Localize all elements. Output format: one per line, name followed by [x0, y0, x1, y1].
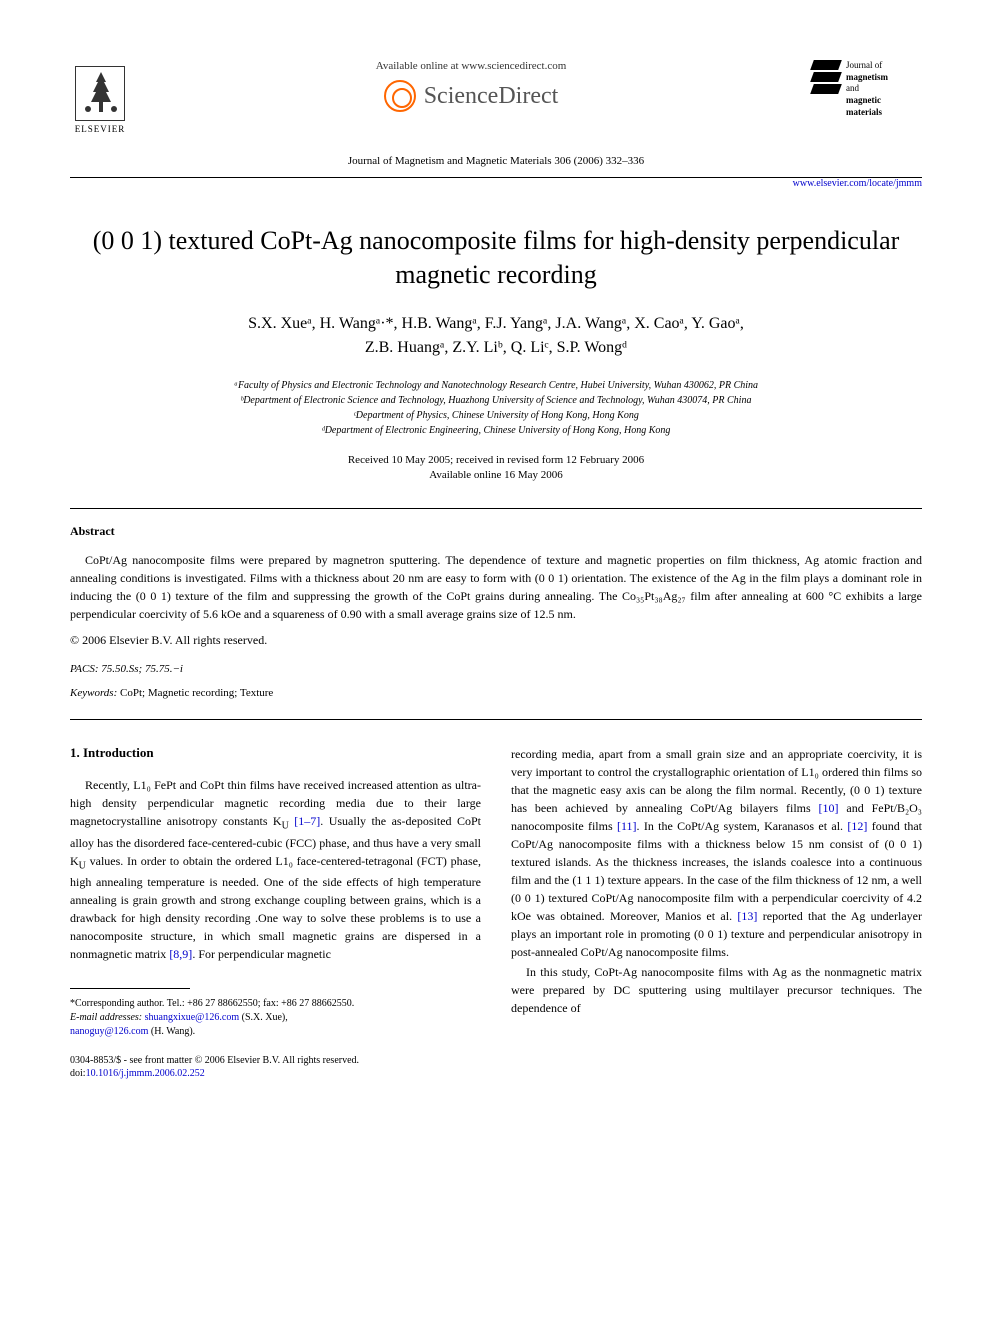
authors-line-1: S.X. Xueᵃ, H. Wangᵃ·*, H.B. Wangᵃ, F.J. …	[70, 312, 922, 336]
ref-link-8-9[interactable]: [8,9]	[169, 947, 192, 961]
abstract-divider-bottom	[70, 719, 922, 720]
bottom-info: 0304-8853/$ - see front matter © 2006 El…	[70, 1054, 481, 1080]
jmmm-icon: Journal of magnetism and magnetic materi…	[812, 60, 922, 118]
intro-paragraph-1: Recently, L1₀ FePt and CoPt thin films h…	[70, 776, 481, 963]
copyright-line: © 2006 Elsevier B.V. All rights reserved…	[70, 633, 922, 648]
email-2-line: nanoguy@126.com (H. Wang).	[70, 1025, 481, 1039]
elsevier-logo: ELSEVIER	[70, 60, 130, 140]
available-online-text: Available online at www.sciencedirect.co…	[130, 60, 812, 72]
email-addresses: E-mail addresses: shuangxixue@126.com (S…	[70, 1011, 481, 1025]
ref-link-1-7[interactable]: [1–7]	[289, 814, 320, 828]
jmmm-text: Journal of magnetism and magnetic materi…	[846, 60, 888, 118]
sciencedirect-icon	[384, 80, 416, 112]
center-header: Available online at www.sciencedirect.co…	[130, 60, 812, 112]
affiliation-a: ᵃFaculty of Physics and Electronic Techn…	[70, 378, 922, 393]
front-matter: 0304-8853/$ - see front matter © 2006 El…	[70, 1054, 481, 1067]
abstract-text: CoPt/Ag nanocomposite films were prepare…	[70, 551, 922, 623]
right-column: recording media, apart from a small grai…	[511, 745, 922, 1080]
header-row: ELSEVIER Available online at www.science…	[70, 60, 922, 140]
ref-link-11[interactable]: [11]	[617, 819, 637, 833]
sciencedirect-text: ScienceDirect	[424, 83, 559, 110]
email-1[interactable]: shuangxixue@126.com	[145, 1012, 239, 1023]
keywords-text: CoPt; Magnetic recording; Texture	[117, 687, 273, 699]
footnote: *Corresponding author. Tel.: +86 27 8866…	[70, 997, 481, 1039]
footnote-divider	[70, 988, 190, 989]
corresponding-author: *Corresponding author. Tel.: +86 27 8866…	[70, 997, 481, 1011]
email-2[interactable]: nanoguy@126.com	[70, 1026, 148, 1037]
main-content: 1. Introduction Recently, L1₀ FePt and C…	[70, 745, 922, 1080]
sciencedirect-logo: ScienceDirect	[130, 80, 812, 112]
received-date: Received 10 May 2005; received in revise…	[70, 453, 922, 468]
ref-link-10[interactable]: [10]	[819, 801, 839, 815]
left-column: 1. Introduction Recently, L1₀ FePt and C…	[70, 745, 481, 1080]
journal-link[interactable]: www.elsevier.com/locate/jmmm	[70, 178, 922, 189]
article-title: (0 0 1) textured CoPt-Ag nanocomposite f…	[70, 224, 922, 292]
intro-paragraph-1-cont: recording media, apart from a small grai…	[511, 745, 922, 1017]
affiliation-d: ᵈDepartment of Electronic Engineering, C…	[70, 423, 922, 438]
affiliation-c: ᶜDepartment of Physics, Chinese Universi…	[70, 408, 922, 423]
affiliations: ᵃFaculty of Physics and Electronic Techn…	[70, 378, 922, 438]
pacs-codes: PACS: 75.50.Ss; 75.75.−i	[70, 663, 922, 675]
affiliation-b: ᵇDepartment of Electronic Science and Te…	[70, 393, 922, 408]
intro-paragraph-2: In this study, CoPt-Ag nanocomposite fil…	[511, 963, 922, 1017]
authors-line-2: Z.B. Huangᵃ, Z.Y. Liᵇ, Q. Liᶜ, S.P. Wong…	[70, 336, 922, 360]
journal-reference: Journal of Magnetism and Magnetic Materi…	[70, 155, 922, 167]
abstract-divider-top	[70, 508, 922, 509]
authors: S.X. Xueᵃ, H. Wangᵃ·*, H.B. Wangᵃ, F.J. …	[70, 312, 922, 360]
dates: Received 10 May 2005; received in revise…	[70, 453, 922, 484]
elsevier-label: ELSEVIER	[75, 124, 126, 134]
ref-link-13[interactable]: [13]	[737, 909, 757, 923]
online-date: Available online 16 May 2006	[70, 468, 922, 483]
abstract-heading: Abstract	[70, 524, 922, 539]
doi-line: doi:10.1016/j.jmmm.2006.02.252	[70, 1067, 481, 1080]
keywords: Keywords: CoPt; Magnetic recording; Text…	[70, 687, 922, 699]
ref-link-12[interactable]: [12]	[847, 819, 867, 833]
doi-link[interactable]: 10.1016/j.jmmm.2006.02.252	[86, 1068, 205, 1079]
introduction-heading: 1. Introduction	[70, 745, 481, 761]
journal-logo: Journal of magnetism and magnetic materi…	[812, 60, 922, 118]
keywords-label: Keywords:	[70, 687, 117, 699]
elsevier-tree-icon	[75, 66, 125, 121]
